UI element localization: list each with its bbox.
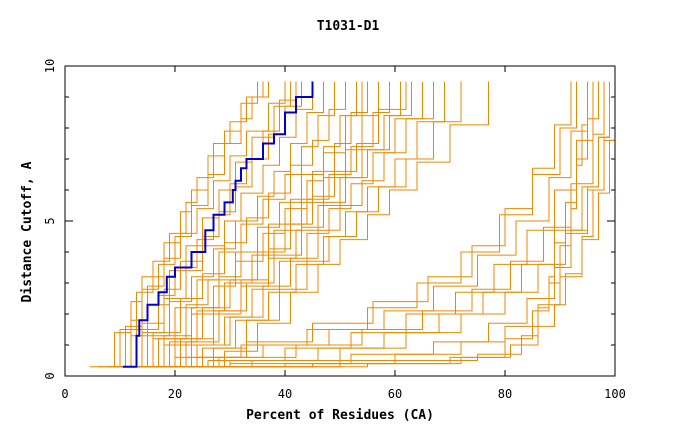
series-line-13 [142, 81, 390, 368]
series-line-19 [175, 81, 462, 368]
y-axis-ticks: 0 5 10 [43, 59, 615, 380]
series-line-23 [131, 81, 363, 368]
x-axis-ticks: 0 20 40 60 80 100 [61, 66, 626, 401]
highlight-series-line [122, 81, 314, 368]
series-line-15 [147, 81, 412, 368]
x-tick-label-80: 80 [498, 387, 512, 401]
series-line-26 [131, 81, 588, 368]
series-line-1 [89, 81, 264, 368]
series-line-3 [109, 81, 269, 368]
series-line-33 [120, 81, 610, 368]
y-axis-label: Distance Cutoff, A [20, 161, 35, 302]
series-line-35 [147, 81, 588, 368]
x-tick-label-40: 40 [278, 387, 292, 401]
chart-title: T1031-D1 [317, 19, 380, 34]
series-line-36 [186, 81, 610, 368]
series-line-9 [131, 81, 346, 368]
y-tick-label-0: 0 [43, 372, 57, 379]
y-tick-label-10: 10 [43, 59, 57, 73]
series-line-34 [175, 81, 599, 368]
series-line-2 [98, 81, 258, 368]
series-line-31 [131, 81, 572, 368]
x-tick-label-0: 0 [61, 387, 68, 401]
x-tick-label-20: 20 [168, 387, 182, 401]
series-line-4 [114, 81, 291, 368]
series-line-20 [186, 81, 489, 368]
series-group [89, 81, 616, 368]
series-line-17 [158, 81, 434, 368]
x-tick-label-100: 100 [604, 387, 626, 401]
series-line-24 [147, 81, 407, 368]
series-line-27 [142, 81, 605, 368]
y-tick-label-5: 5 [43, 217, 57, 224]
series-line-25 [120, 81, 577, 368]
highlight-group [122, 81, 314, 368]
series-line-28 [125, 81, 594, 368]
x-axis-label: Percent of Residues (CA) [246, 408, 434, 423]
series-line-7 [125, 81, 324, 368]
x-tick-label-60: 60 [388, 387, 402, 401]
